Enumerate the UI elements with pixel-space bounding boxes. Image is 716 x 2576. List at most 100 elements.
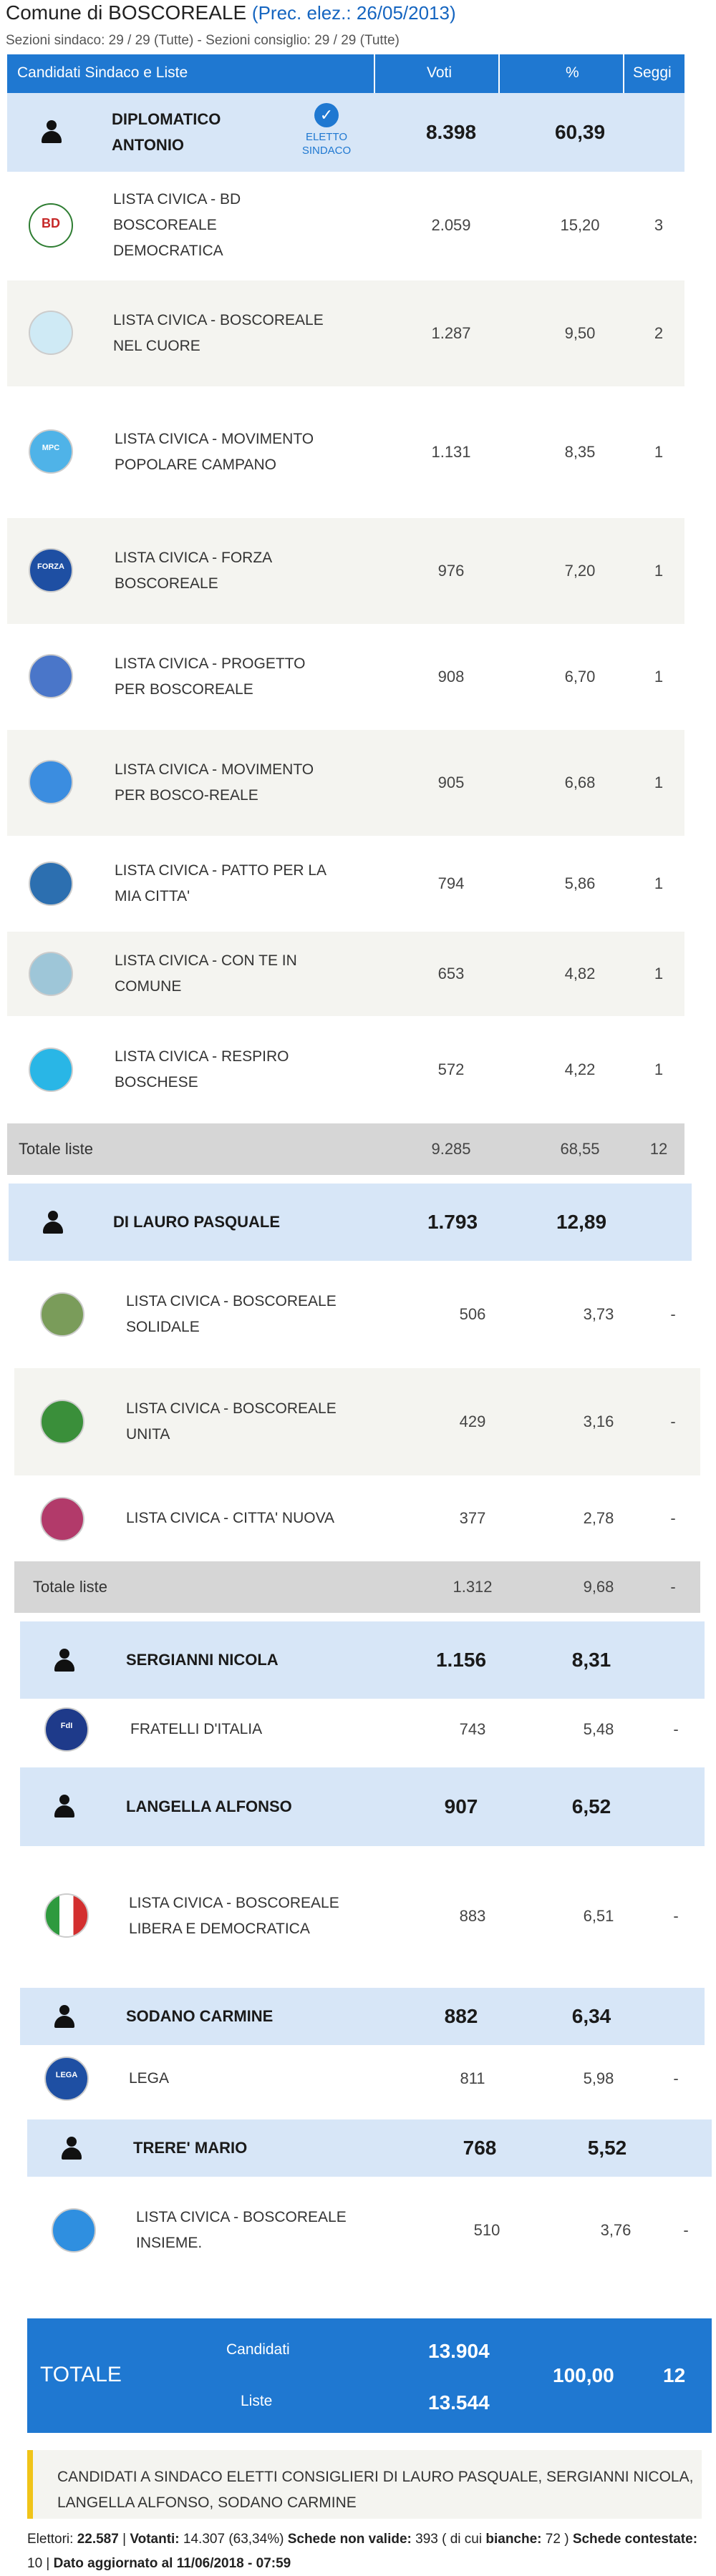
total-label: Totale liste xyxy=(19,1140,93,1158)
list-name: LEGA xyxy=(129,2070,170,2087)
check-icon: ✓ xyxy=(314,103,339,127)
list-pct: 4,22 xyxy=(564,1060,596,1078)
list-logo-icon: FdI xyxy=(44,1707,89,1752)
candidate-row: SODANO CARMINE 882 6,34 xyxy=(20,1988,705,2045)
candidate-votes: 1.793 xyxy=(427,1211,478,1233)
list-logo-icon xyxy=(52,2208,96,2253)
lists-total-row: Totale liste 1.312 9,68 - xyxy=(14,1561,700,1613)
list-logo-icon xyxy=(29,862,73,906)
list-logo-icon xyxy=(40,1292,84,1337)
list-pct: 2,78 xyxy=(583,1509,614,1527)
candidate-row: TRERE' MARIO 768 5,52 xyxy=(27,2119,712,2177)
list-seats: 1 xyxy=(654,774,664,791)
candidate-pct: 6,34 xyxy=(571,2005,611,2027)
candidate-name: DIPLOMATICO ANTONIO xyxy=(112,110,221,154)
list-logo-icon xyxy=(29,654,73,698)
list-row: LISTA CIVICA - PATTO PER LA MIA CITTA' 7… xyxy=(7,836,684,932)
candidate-votes: 882 xyxy=(444,2005,478,2027)
list-row: LISTA CIVICA - PROGETTO PER BOSCOREALE 9… xyxy=(7,624,684,730)
footer-stats: Elettori: 22.587 | Votanti: 14.307 (63,3… xyxy=(27,2532,698,2571)
list-votes: 976 xyxy=(437,562,465,580)
person-icon xyxy=(54,2005,74,2028)
list-seats: 1 xyxy=(654,668,664,686)
list-logo-icon xyxy=(44,1893,89,1938)
list-row: LISTA CIVICA - BOSCOREALE SOLIDALE 506 3… xyxy=(14,1261,700,1368)
list-votes: 794 xyxy=(437,874,465,892)
list-votes: 1.287 xyxy=(431,324,471,342)
list-seats: - xyxy=(683,2221,689,2239)
candidate-name: SERGIANNI NICOLA xyxy=(126,1651,279,1669)
total-seats: 12 xyxy=(649,1140,668,1158)
totale-label: TOTALE xyxy=(40,2363,122,2386)
prev-election-link[interactable]: (Prec. elez.: 26/05/2013) xyxy=(251,2,456,24)
list-pct: 15,20 xyxy=(560,216,600,234)
list-row: LISTA CIVICA - RESPIRO BOSCHESE 572 4,22… xyxy=(7,1016,684,1123)
list-votes: 811 xyxy=(460,2069,485,2087)
list-name: LISTA CIVICA - PROGETTO PER BOSCOREALE xyxy=(115,655,306,698)
candidate-name: DI LAURO PASQUALE xyxy=(113,1213,281,1231)
list-logo-icon xyxy=(29,760,73,804)
person-icon xyxy=(62,2137,82,2160)
list-votes: 883 xyxy=(459,1907,486,1925)
list-pct: 4,82 xyxy=(564,965,596,982)
sections-subtitle: Sezioni sindaco: 29 / 29 (Tutte) - Sezio… xyxy=(6,33,400,48)
list-votes: 377 xyxy=(459,1509,486,1527)
table-header: Candidati Sindaco e Liste Voti % Seggi xyxy=(7,54,684,93)
candidate-row: DIPLOMATICO ANTONIO ✓ ELETTO SINDACO 8.3… xyxy=(7,93,684,172)
page-title: Comune di BOSCOREALE (Prec. elez.: 26/05… xyxy=(6,1,456,24)
list-votes: 905 xyxy=(437,774,465,791)
candidate-votes: 1.156 xyxy=(435,1649,487,1671)
list-pct: 6,70 xyxy=(564,668,596,686)
list-logo-icon: MPC xyxy=(29,429,73,474)
list-votes: 510 xyxy=(473,2221,500,2239)
col-seats: Seggi xyxy=(633,64,672,81)
list-seats: 1 xyxy=(654,965,664,982)
candidate-pct: 12,89 xyxy=(556,1211,607,1233)
list-name: LISTA CIVICA - FORZA BOSCOREALE xyxy=(115,550,271,592)
list-name: LISTA CIVICA - BOSCOREALE NEL CUORE xyxy=(113,312,324,354)
total-votes: 9.285 xyxy=(431,1140,471,1158)
list-logo-icon xyxy=(29,311,73,355)
total-pct: 100,00 xyxy=(553,2364,614,2386)
list-seats: - xyxy=(670,1413,676,1430)
list-seats: - xyxy=(670,1509,676,1527)
candidate-name: SODANO CARMINE xyxy=(126,2007,274,2025)
list-pct: 3,76 xyxy=(600,2221,632,2239)
list-seats: - xyxy=(670,1305,676,1323)
list-row: MPC LISTA CIVICA - MOVIMENTO POPOLARE CA… xyxy=(7,386,684,518)
candidate-votes: 8.398 xyxy=(425,121,477,143)
list-seats: - xyxy=(673,1907,679,1925)
list-name: LISTA CIVICA - RESPIRO BOSCHESE xyxy=(115,1048,289,1091)
total-pct: 68,55 xyxy=(560,1140,600,1158)
candidati-total: 13.904 xyxy=(428,2340,490,2362)
candidati-label: Candidati xyxy=(226,2341,290,2358)
candidate-row: SERGIANNI NICOLA 1.156 8,31 xyxy=(20,1621,705,1699)
list-logo-icon xyxy=(29,952,73,996)
list-pct: 9,50 xyxy=(564,324,596,342)
list-row: FdI FRATELLI D'ITALIA 743 5,48 - xyxy=(20,1699,705,1760)
col-candidates: Candidati Sindaco e Liste xyxy=(17,64,188,81)
list-row: LISTA CIVICA - BOSCOREALE INSIEME. 510 3… xyxy=(27,2177,712,2284)
list-name: LISTA CIVICA - BOSCOREALE LIBERA E DEMOC… xyxy=(129,1895,339,1937)
candidate-pct: 8,31 xyxy=(571,1649,611,1671)
list-seats: 3 xyxy=(654,216,664,234)
candidate-pct: 6,52 xyxy=(571,1795,611,1818)
list-pct: 6,51 xyxy=(583,1907,614,1925)
list-votes: 429 xyxy=(459,1413,486,1430)
elected-mayor-badge: ✓ ELETTO SINDACO xyxy=(291,103,362,157)
list-logo-icon: LEGA xyxy=(44,2057,89,2101)
list-row: LEGA LEGA 811 5,98 - xyxy=(20,2045,705,2112)
list-votes: 908 xyxy=(437,668,465,686)
total-votes: 1.312 xyxy=(453,1578,493,1596)
total-pct: 9,68 xyxy=(583,1578,614,1596)
list-votes: 572 xyxy=(437,1060,465,1078)
list-name: LISTA CIVICA - MOVIMENTO PER BOSCO-REALE xyxy=(115,761,314,804)
list-logo-icon: FORZA xyxy=(29,548,73,592)
list-pct: 5,48 xyxy=(583,1720,614,1738)
col-pct: % xyxy=(566,64,579,81)
candidate-votes: 907 xyxy=(444,1795,478,1818)
grand-total-panel: TOTALE Candidati 13.904 Liste 13.544 100… xyxy=(27,2318,712,2433)
list-row: LISTA CIVICA - MOVIMENTO PER BOSCO-REALE… xyxy=(7,730,684,836)
candidate-name: LANGELLA ALFONSO xyxy=(126,1797,292,1815)
list-seats: - xyxy=(673,1720,679,1738)
